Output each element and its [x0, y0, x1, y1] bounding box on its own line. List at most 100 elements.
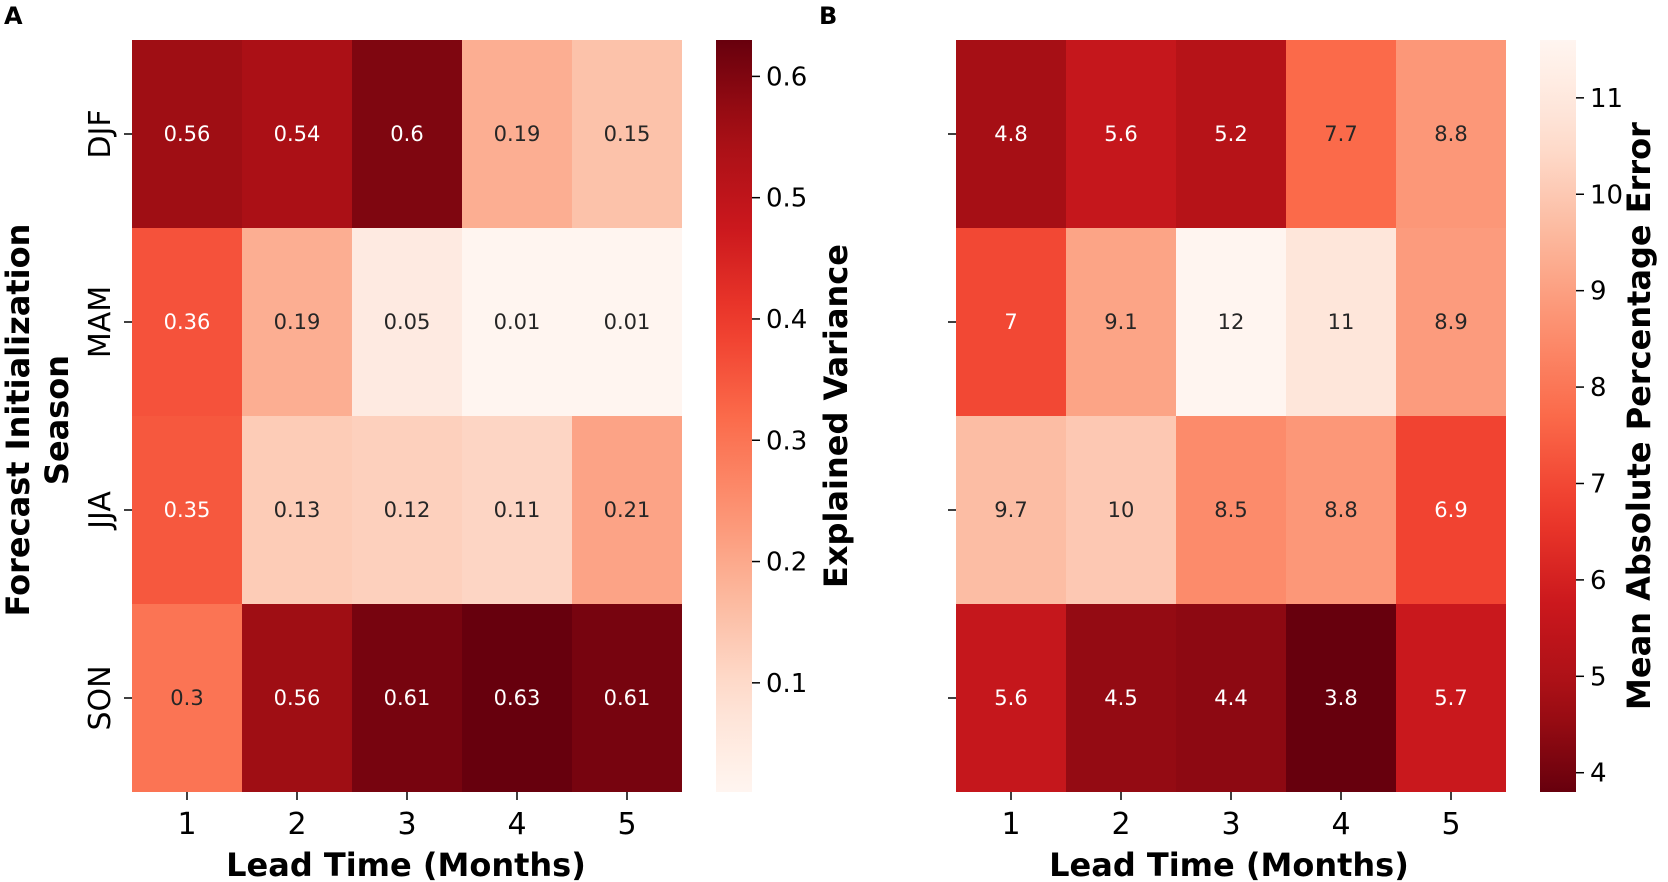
heatmap-b-cell — [956, 228, 1066, 416]
heatmap-a-x-tick-label: 1 — [177, 807, 196, 842]
colorbar-b-ticks: 4 5 6 7 8 9 10 11 — [1576, 84, 1623, 789]
heatmap-b-cell-label: 6.9 — [1434, 498, 1467, 522]
heatmap-a-y-tick-label: SON — [83, 665, 118, 730]
heatmap-b-cell-label: 5.6 — [1104, 122, 1137, 146]
heatmap-a-cell — [572, 228, 682, 416]
heatmap-b-x-axis-title: Lead Time (Months) — [1049, 846, 1409, 882]
colorbar-b-tick-label: 8 — [1590, 373, 1607, 403]
heatmap-a-cell-label: 0.19 — [274, 310, 321, 334]
heatmap-a-y-tick-label: DJF — [83, 109, 118, 158]
heatmap-b-cell-label: 8.5 — [1214, 498, 1247, 522]
heatmap-a-cell — [462, 416, 572, 604]
heatmap-a-cell — [462, 228, 572, 416]
heatmap-a-cells: 0.56 0.54 0.6 0.19 0.15 0.36 0.19 0.05 0.01 0.01 0… — [132, 40, 682, 792]
panel-b-label: B — [819, 2, 837, 30]
heatmap-b-cell-label: 5.7 — [1434, 686, 1467, 710]
heatmap-b-cell — [1066, 40, 1176, 228]
heatmap-a-cell — [462, 604, 572, 792]
heatmap-b-x-tick-label: 1 — [1001, 807, 1020, 842]
panel-a: A 0.56 0.54 0.6 0.19 0.150.36 0.19 0.05 0.01 0.0… — [0, 2, 855, 882]
heatmap-a-cell-label: 0.61 — [384, 686, 431, 710]
heatmap-a-x-axis-title: Lead Time (Months) — [226, 846, 586, 882]
heatmap-b-cell-label: 7 — [1004, 310, 1017, 334]
colorbar-a-title: Explained Variance — [817, 244, 855, 588]
heatmap-b-cell — [1396, 604, 1506, 792]
heatmap-a-y-axis-title-line-1: Forecast Initialization — [0, 224, 37, 617]
heatmap-a-cell — [132, 228, 242, 416]
colorbar-b-tick-label: 9 — [1590, 277, 1607, 307]
heatmap-a-x-tick-label: 4 — [507, 807, 526, 842]
colorbar-a-tick-label: 0.4 — [766, 305, 807, 335]
heatmap-a-cell-label: 0.61 — [604, 686, 651, 710]
heatmap-b-cell-label: 4.5 — [1104, 686, 1137, 710]
heatmap-a-cell — [132, 604, 242, 792]
heatmap-b-cell-label: 10 — [1108, 498, 1135, 522]
heatmap-b-cell-label: 5.2 — [1214, 122, 1247, 146]
heatmap-b-cell-label: 9.7 — [994, 498, 1027, 522]
heatmap-a-cell-label: 0.36 — [164, 310, 211, 334]
heatmap-b-cell — [1286, 228, 1396, 416]
heatmap-a-cell — [462, 40, 572, 228]
heatmap-b-cell — [1176, 40, 1286, 228]
heatmap-a-x-ticks: 1 2 3 4 5 — [177, 792, 637, 842]
heatmap-b-cell-label: 8.9 — [1434, 310, 1467, 334]
heatmap-a-cell-label: 0.19 — [494, 122, 541, 146]
colorbar-a-ticks: 0.1 0.2 0.3 0.4 0.5 0.6 — [752, 62, 807, 699]
colorbar-a-tick-label: 0.3 — [766, 426, 807, 456]
heatmap-b-cell — [1286, 604, 1396, 792]
panel-a-label: A — [4, 2, 23, 30]
colorbar-b-tick-label: 6 — [1590, 566, 1607, 596]
heatmap-b-cell — [1396, 40, 1506, 228]
heatmap-a-y-ticks: DJF MAM JJA SON — [83, 109, 132, 731]
heatmap-b-cell — [1286, 416, 1396, 604]
heatmap-b-x-tick-label: 2 — [1111, 807, 1130, 842]
heatmap-a-cell-label: 0.3 — [170, 686, 203, 710]
heatmap-a-cell-label: 0.54 — [274, 122, 321, 146]
heatmap-b-cell-label: 8.8 — [1324, 498, 1357, 522]
heatmap-a-cell-label: 0.56 — [164, 122, 211, 146]
colorbar-a-tick-label: 0.1 — [766, 669, 807, 699]
colorbar-b-tick-label: 10 — [1590, 180, 1623, 210]
heatmap-a-cell-label: 0.13 — [274, 498, 321, 522]
heatmap-a-cell-label: 0.01 — [604, 310, 651, 334]
colorbar-b-tick-label: 5 — [1590, 662, 1607, 692]
heatmap-b-cell — [956, 40, 1066, 228]
heatmap-a-cell — [572, 416, 682, 604]
heatmap-a-cell — [352, 228, 462, 416]
heatmap-a-cell-label: 0.12 — [384, 498, 431, 522]
heatmap-a-y-tick-label: MAM — [83, 286, 118, 358]
heatmap-b-cell — [1396, 416, 1506, 604]
heatmap-a-cell — [572, 40, 682, 228]
heatmap-a-cell — [242, 228, 352, 416]
heatmap-b-y-ticks — [948, 133, 956, 699]
heatmap-b-cell — [1176, 604, 1286, 792]
colorbar-a-tick-label: 0.5 — [766, 184, 807, 214]
heatmap-b-x-tick-label: 3 — [1221, 807, 1240, 842]
heatmap-a-cell — [352, 604, 462, 792]
heatmap-a-cell-label: 0.15 — [604, 122, 651, 146]
heatmap-a-cell — [352, 416, 462, 604]
heatmap-b-cell-label: 12 — [1218, 310, 1245, 334]
heatmap-a-cell-label: 0.21 — [604, 498, 651, 522]
heatmap-b-cell-label: 11 — [1328, 310, 1355, 334]
colorbar-b-tick-label: 4 — [1590, 759, 1607, 789]
heatmap-a-y-axis-title-line-2: Season — [38, 355, 76, 485]
heatmap-a-x-tick-label: 5 — [617, 807, 636, 842]
heatmap-a-cell-label: 0.56 — [274, 686, 321, 710]
colorbar-a-tick-label: 0.2 — [766, 548, 807, 578]
heatmap-b-cell-label: 9.1 — [1104, 310, 1137, 334]
heatmap-b-cell — [956, 416, 1066, 604]
colorbar-b-tick-label: 11 — [1590, 84, 1623, 114]
heatmap-a-cell — [132, 40, 242, 228]
heatmap-b-x-tick-label: 5 — [1441, 807, 1460, 842]
heatmap-b-cell — [1066, 604, 1176, 792]
heatmap-b-cell-label: 8.8 — [1434, 122, 1467, 146]
heatmap-b-cell — [1396, 228, 1506, 416]
heatmap-a-cell — [242, 416, 352, 604]
colorbar-b — [1540, 40, 1576, 792]
heatmap-b-cell — [1176, 228, 1286, 416]
heatmap-a-cell — [132, 416, 242, 604]
heatmap-a-cell-label: 0.01 — [494, 310, 541, 334]
colorbar-a — [716, 40, 752, 792]
